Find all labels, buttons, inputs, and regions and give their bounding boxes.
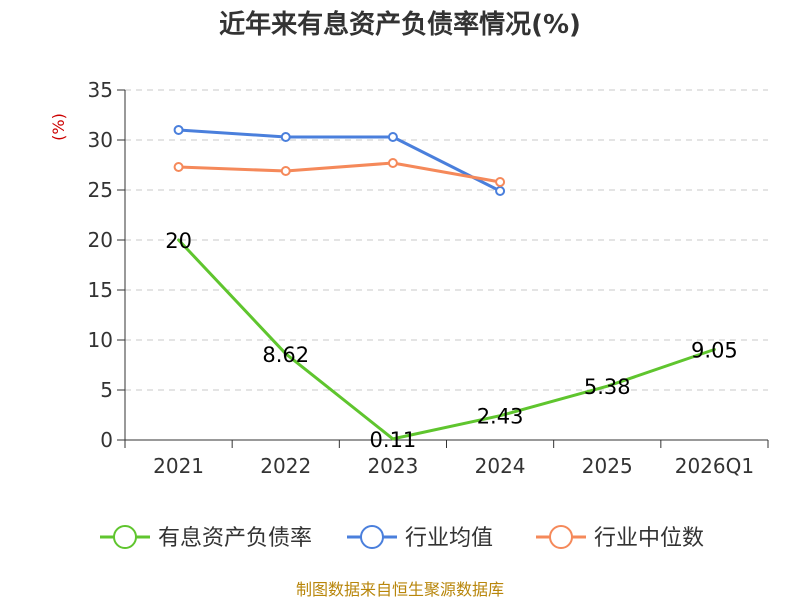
series-line-2 <box>177 161 502 184</box>
data-point <box>387 158 398 168</box>
data-label: 5.38 <box>584 375 631 399</box>
y-tick-label: 20 <box>88 228 113 252</box>
y-tick-label: 30 <box>88 128 113 152</box>
data-label: 0.11 <box>370 428 417 452</box>
y-tick-label: 25 <box>88 178 113 202</box>
x-tick-label: 2026Q1 <box>675 454 754 478</box>
data-point <box>173 125 184 135</box>
y-tick-label: 15 <box>88 278 113 302</box>
legend-marker-0 <box>113 525 137 549</box>
x-tick-label: 2024 <box>475 454 526 478</box>
y-tick-label: 0 <box>100 428 113 452</box>
legend-marker-1 <box>360 525 384 549</box>
x-tick-label: 2025 <box>582 454 633 478</box>
legend: 有息资产负债率 行业均值 行业中位数 <box>100 525 704 551</box>
data-label: 2.43 <box>477 405 524 429</box>
legend-label-2: 行业中位数 <box>594 526 704 551</box>
legend-label-1: 行业均值 <box>405 526 493 551</box>
series-line-1 <box>177 128 502 193</box>
source-note: 制图数据来自恒生聚源数据库 <box>296 580 504 599</box>
data-label: 8.62 <box>262 343 309 367</box>
series-line-0 <box>177 238 716 441</box>
x-tick-label: 2021 <box>153 454 204 478</box>
grid-lines <box>125 89 768 391</box>
legend-label-0: 有息资产负债率 <box>158 526 312 551</box>
chart-title: 近年来有息资产负债率情况(%) <box>219 9 581 40</box>
series-lines <box>173 125 716 441</box>
x-tick-label: 2023 <box>367 454 418 478</box>
data-labels: 20 8.62 0.11 2.43 5.38 9.05 <box>165 229 738 452</box>
legend-marker-2 <box>549 525 573 549</box>
data-point <box>280 132 291 142</box>
data-point <box>495 186 506 196</box>
data-label: 9.05 <box>691 339 738 363</box>
y-tick-label: 35 <box>88 78 113 102</box>
data-point <box>495 177 506 187</box>
y-tick-label: 5 <box>100 378 113 402</box>
y-tick-label: 10 <box>88 328 113 352</box>
y-axis-unit: (%) <box>49 113 68 141</box>
data-point <box>173 162 184 172</box>
data-point <box>387 132 398 142</box>
data-label: 20 <box>165 229 192 253</box>
x-tick-label: 2022 <box>260 454 311 478</box>
data-point <box>280 166 291 176</box>
